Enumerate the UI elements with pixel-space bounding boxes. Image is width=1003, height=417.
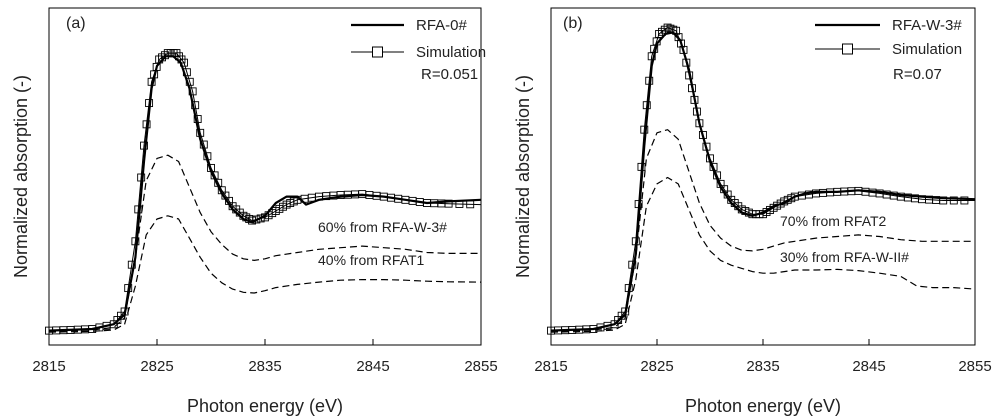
simulation-marker xyxy=(127,260,136,269)
x-tick-label: 2855 xyxy=(958,358,991,375)
simulation-marker xyxy=(702,142,711,151)
legend-note-r-value: R=0.051 xyxy=(421,66,478,83)
panel-a: 2815 2825 2835 2845 2855 Photon energy (eV) No… xyxy=(11,7,498,416)
legend-note-r-value: R=0.07 xyxy=(893,66,942,83)
plot-frame xyxy=(550,7,976,346)
simulation-marker xyxy=(690,95,699,104)
simulation-marker xyxy=(196,128,205,137)
simulation-marker xyxy=(677,39,685,48)
panel-label: (b) xyxy=(563,15,583,32)
simulation-marker xyxy=(679,45,688,54)
x-tick-label: 2845 xyxy=(356,358,389,375)
simulation-marker xyxy=(248,216,256,225)
simulation-marker xyxy=(706,154,714,163)
x-tick-label: 2815 xyxy=(32,358,65,375)
simulation-marker xyxy=(252,215,261,224)
legend-label-experiment: RFA-0# xyxy=(416,17,468,34)
simulation-marker xyxy=(688,84,696,93)
series-line-1 xyxy=(550,27,975,332)
simulation-marker xyxy=(685,71,694,80)
legend-marker-simulation xyxy=(372,46,383,58)
simulation-marker xyxy=(158,53,166,62)
simulation-marker xyxy=(698,131,707,139)
x-axis-label: Photon energy (eV) xyxy=(685,396,841,416)
legend-label-simulation: Simulation xyxy=(416,44,486,61)
simulation-marker xyxy=(713,171,722,180)
simulation-marker xyxy=(960,196,969,205)
panel-label: (a) xyxy=(66,15,86,32)
simulation-marker xyxy=(199,140,208,149)
simulation-marker xyxy=(444,199,453,208)
simulation-marker xyxy=(655,30,664,38)
series-line-1 xyxy=(48,52,482,332)
simulation-marker xyxy=(637,162,646,171)
simulation-marker xyxy=(692,107,701,116)
simulation-marker xyxy=(145,99,154,108)
x-tick-label: 2835 xyxy=(746,358,779,375)
simulation-marker xyxy=(663,23,672,32)
simulation-marker xyxy=(140,141,148,150)
simulation-marker xyxy=(657,27,666,36)
curve-annotation: 70% from RFAT2 xyxy=(780,213,887,229)
simulation-marker xyxy=(682,58,691,67)
simulation-marker xyxy=(182,68,191,77)
simulation-marker xyxy=(203,152,212,161)
legend-marker-simulation xyxy=(842,43,853,55)
simulation-marker xyxy=(191,101,200,110)
simulation-marker xyxy=(131,237,140,246)
simulation-marker xyxy=(631,237,640,246)
simulation-marker xyxy=(674,33,683,42)
simulation-marker xyxy=(124,284,133,293)
series-line-3 xyxy=(48,215,482,333)
simulation-marker xyxy=(256,214,265,223)
y-axis-label: Normalized absorption (-) xyxy=(11,75,31,278)
simulation-marker xyxy=(624,284,633,293)
series-line-2 xyxy=(550,129,975,332)
x-tick-label: 2825 xyxy=(140,358,173,375)
simulation-marker xyxy=(949,196,958,205)
simulation-marker xyxy=(642,101,651,110)
curve-annotation: 40% from RFAT1 xyxy=(318,252,425,268)
simulation-marker xyxy=(640,125,649,134)
simulation-marker xyxy=(188,87,197,96)
simulation-marker xyxy=(645,76,654,85)
simulation-marker xyxy=(193,115,202,123)
x-tick-label: 2835 xyxy=(248,358,281,375)
legend-label-simulation: Simulation xyxy=(892,41,962,58)
simulation-marker xyxy=(695,119,704,128)
series-line-3 xyxy=(550,176,976,333)
simulation-marker xyxy=(628,260,637,269)
curve-annotation: 30% from RFA-W-II# xyxy=(780,249,909,265)
simulation-marker xyxy=(155,55,164,64)
x-tick-label: 2855 xyxy=(464,358,497,375)
x-tick-label: 2825 xyxy=(640,358,673,375)
curve-annotation: 60% from RFA-W-3# xyxy=(318,219,447,235)
y-axis-label: Normalized absorption (-) xyxy=(513,75,533,278)
simulation-marker xyxy=(669,25,678,34)
simulation-marker xyxy=(466,200,475,209)
simulation-marker xyxy=(160,51,169,60)
simulation-marker xyxy=(185,77,194,86)
simulation-marker xyxy=(455,200,464,208)
simulation-marker xyxy=(634,200,643,209)
x-axis-label: Photon energy (eV) xyxy=(187,396,343,416)
simulation-marker xyxy=(672,26,681,35)
series-line-2 xyxy=(48,154,481,332)
simulation-marker xyxy=(142,120,151,129)
simulation-marker xyxy=(660,25,669,34)
legend-label-experiment: RFA-W-3# xyxy=(892,17,962,34)
x-tick-label: 2815 xyxy=(534,358,567,375)
simulation-marker xyxy=(709,162,718,171)
simulation-marker xyxy=(180,58,188,67)
x-tick-label: 2845 xyxy=(852,358,885,375)
panel-b: 2815 2825 2835 2845 2855 Photon energy (eV) No… xyxy=(513,7,992,416)
simulation-marker xyxy=(666,24,675,33)
series-line-0 xyxy=(48,55,482,332)
simulation-marker xyxy=(939,196,948,205)
simulation-marker xyxy=(137,173,146,182)
